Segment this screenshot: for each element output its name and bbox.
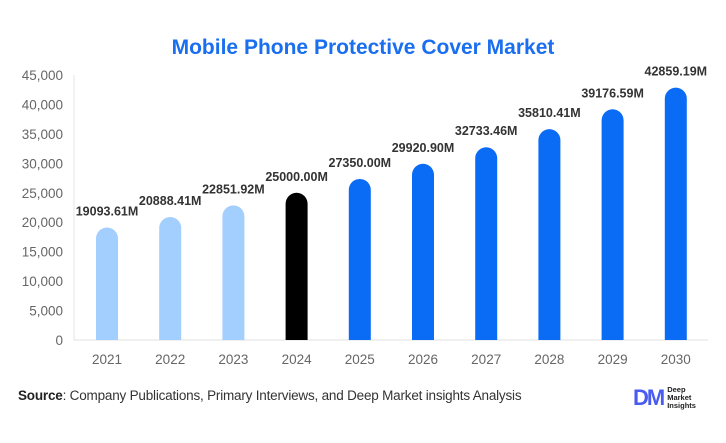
bar [222,205,245,340]
y-tick-label: 10,000 [22,274,63,289]
company-logo: DM Deep Market Insights [633,385,696,411]
data-label: 20888.41M [139,194,202,208]
y-tick-label: 5,000 [29,304,63,319]
y-tick-label: 20,000 [22,215,63,230]
bar [601,109,624,340]
y-tick-label: 30,000 [22,156,63,171]
x-tick-label: 2025 [345,352,375,367]
bar [475,147,498,340]
chart-title: Mobile Phone Protective Cover Market [171,36,555,59]
x-tick-label: 2028 [534,352,564,367]
bar [348,178,371,340]
bar [664,87,687,340]
x-tick-label: 2030 [661,352,691,367]
logo-line: Insights [667,401,696,410]
bar [538,129,561,340]
x-tick-label: 2027 [471,352,501,367]
data-label: 27350.00M [329,156,392,170]
x-tick-label: 2024 [282,352,313,367]
logo-line: Deep [667,385,686,394]
y-tick-label: 15,000 [22,245,63,260]
data-label: 32733.46M [455,124,518,138]
source-label: Source [18,388,63,403]
y-tick-label: 0 [55,333,63,348]
bar [285,192,308,340]
data-label: 22851.92M [202,182,265,196]
bar [96,227,118,340]
x-tick-label: 2029 [598,352,628,367]
source-note: Source: Company Publications, Primary In… [18,388,522,403]
x-tick-label: 2021 [92,352,122,367]
data-label: 42859.19M [645,65,708,79]
y-tick-label: 25,000 [22,186,63,201]
bar [159,217,182,340]
logo-text: Deep Market Insights [667,386,696,410]
x-tick-label: 2026 [408,352,438,367]
source-text: : Company Publications, Primary Intervie… [62,388,522,403]
y-tick-label: 35,000 [22,127,63,142]
logo-line: Market [667,393,692,402]
data-label: 25000.00M [265,170,328,184]
data-label: 29920.90M [392,141,455,155]
logo-mark: DM [633,385,665,410]
y-tick-label: 45,000 [22,68,63,83]
x-tick-label: 2022 [155,352,185,367]
y-tick-label: 40,000 [22,97,63,112]
x-tick-label: 2023 [218,352,248,367]
data-label: 19093.61M [76,205,139,219]
bar [412,163,434,340]
data-label: 35810.41M [518,106,581,120]
data-label: 39176.59M [581,86,644,100]
